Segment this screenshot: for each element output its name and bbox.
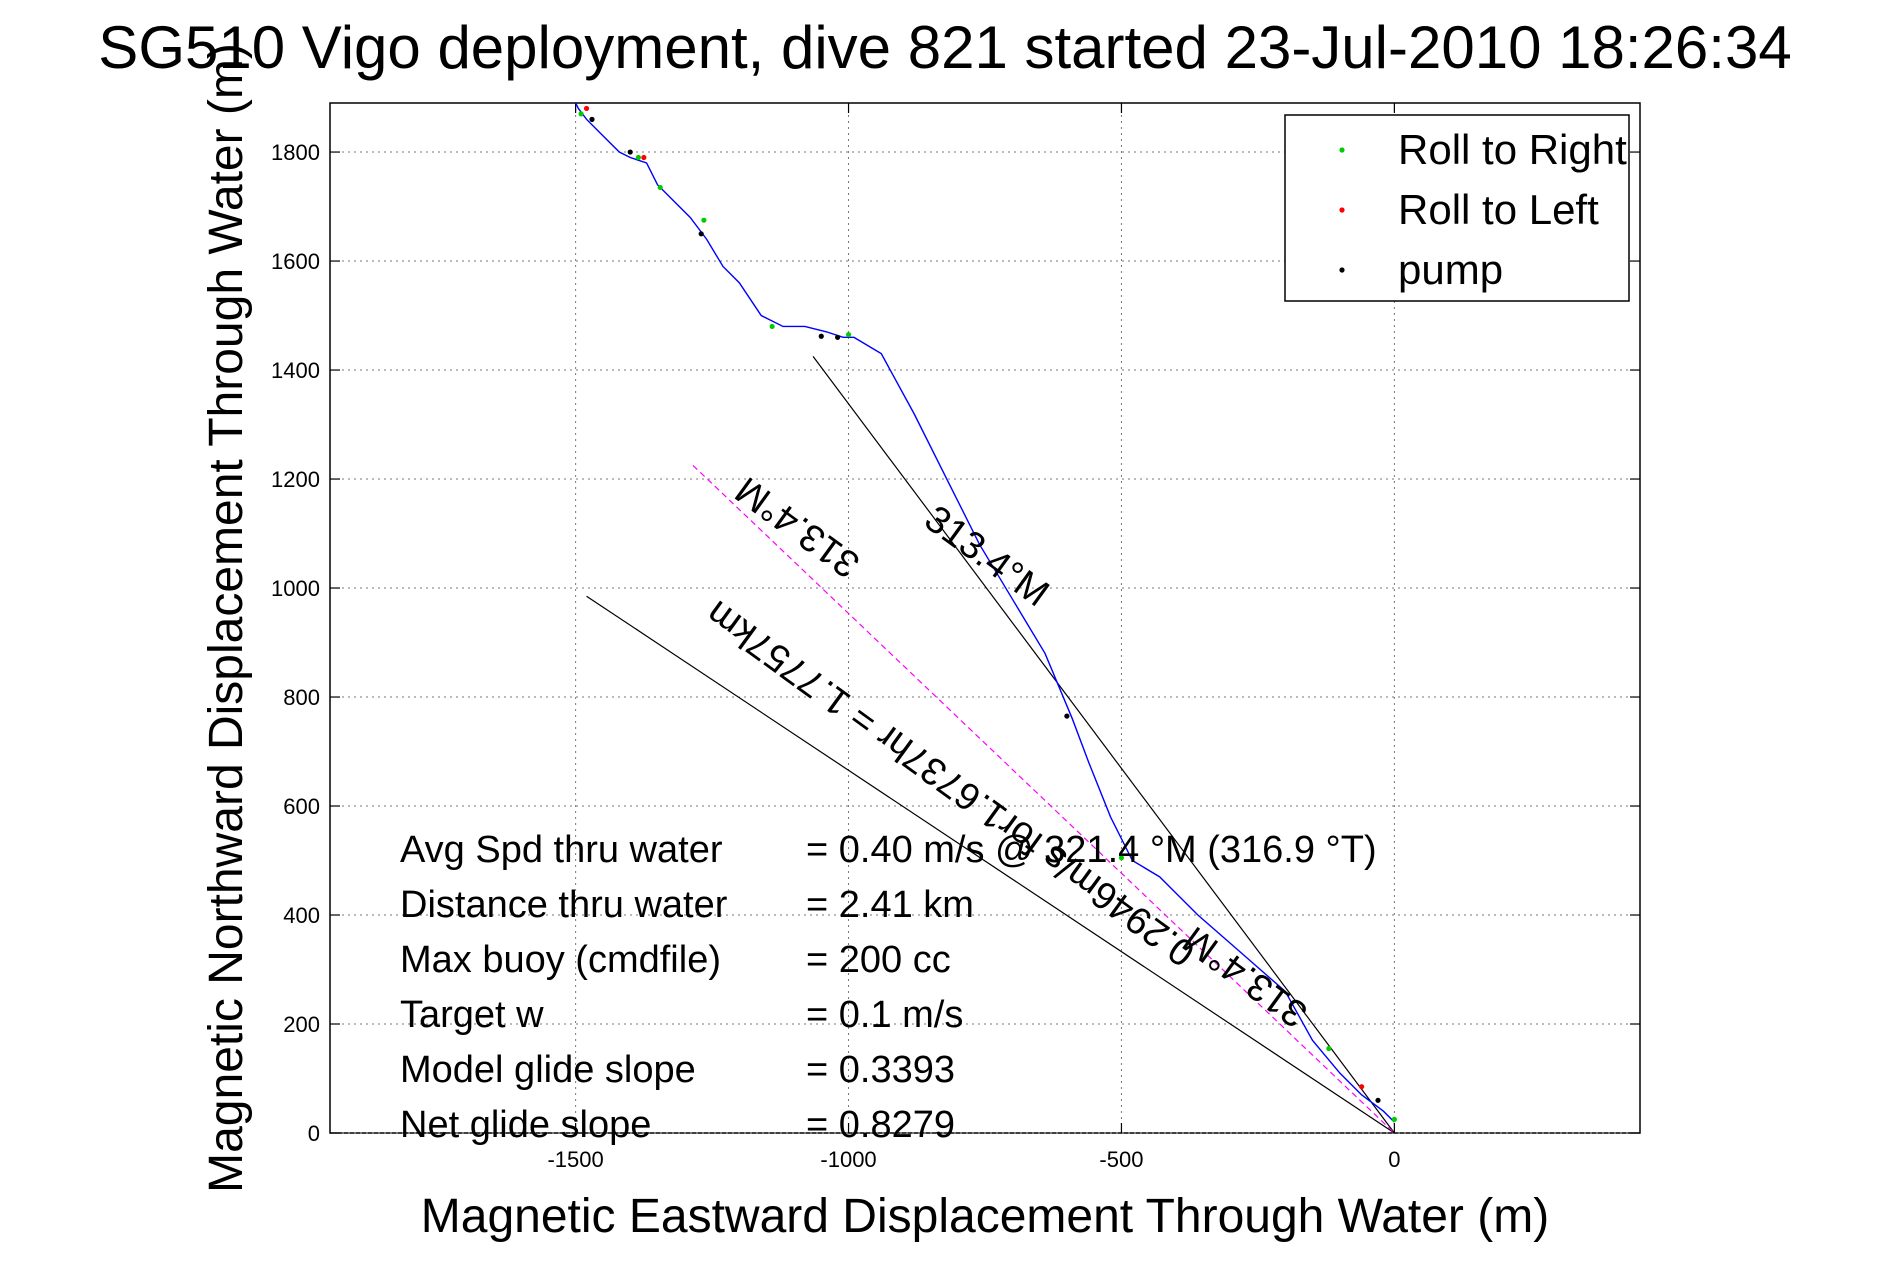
event-points bbox=[578, 105, 1397, 1122]
pump-point bbox=[1064, 713, 1070, 719]
annotation-value: = 200 cc bbox=[806, 939, 951, 981]
y-tick-label: 600 bbox=[283, 794, 320, 819]
roll-right-point bbox=[1391, 1116, 1397, 1122]
legend-marker bbox=[1339, 147, 1345, 153]
x-tick-label: -1000 bbox=[820, 1147, 876, 1172]
annotation-label: Avg Spd thru water bbox=[400, 829, 723, 871]
annotation-label: Target w bbox=[400, 994, 544, 1036]
grid-lines bbox=[330, 103, 1640, 1134]
roll-right-point bbox=[701, 217, 707, 223]
reference-line-ref2 bbox=[586, 595, 1395, 1134]
y-tick-label: 1400 bbox=[271, 358, 320, 383]
annotation-label: Model glide slope bbox=[400, 1049, 696, 1091]
roll-left-point bbox=[641, 154, 647, 161]
pump-point bbox=[698, 231, 704, 237]
annotation-value: = 2.41 km bbox=[806, 884, 974, 926]
legend-marker bbox=[1339, 267, 1345, 273]
y-tick-label: 1800 bbox=[271, 140, 320, 165]
reference-line-mean bbox=[692, 464, 1395, 1134]
legend-label: Roll to Right bbox=[1398, 126, 1627, 173]
annotation-value: = 0.3393 bbox=[806, 1049, 955, 1091]
y-tick-label: 400 bbox=[283, 903, 320, 928]
annotation-label: Net glide slope bbox=[400, 1104, 651, 1146]
roll-right-point bbox=[769, 323, 775, 330]
y-axis-label: Magnetic Northward Displacement Through … bbox=[200, 43, 253, 1193]
x-tick-label: -1500 bbox=[547, 1147, 603, 1172]
y-tick-label: 200 bbox=[283, 1012, 320, 1037]
pump-point bbox=[818, 333, 824, 339]
roll-right-point bbox=[1118, 855, 1125, 861]
y-tick-label: 1200 bbox=[271, 467, 320, 492]
y-tick-label: 1000 bbox=[271, 576, 320, 601]
roll-right-point bbox=[657, 184, 663, 191]
roll-right-point bbox=[635, 154, 641, 161]
roll-right-point bbox=[1326, 1045, 1332, 1052]
annotation-block: Avg Spd thru water = 0.40 m/s @ 321.4 °M … bbox=[400, 829, 1377, 1146]
pump-point bbox=[1375, 1097, 1381, 1103]
chart-title: SG510 Vigo deployment, dive 821 started … bbox=[98, 14, 1791, 81]
annotation-label: Distance thru water bbox=[400, 884, 728, 926]
annotation-value: = 0.8279 bbox=[806, 1104, 955, 1146]
annotation-label: Max buoy (cmdfile) bbox=[400, 939, 721, 981]
x-tick-label: 0 bbox=[1388, 1147, 1400, 1172]
pump-point bbox=[589, 116, 595, 122]
annotation-value: = 0.1 m/s bbox=[806, 994, 963, 1036]
legend-marker bbox=[1339, 207, 1345, 213]
axis-ticks: -1500 -1000 -500 0 0 200 400 600 800 1000 1200 1400… bbox=[271, 103, 1640, 1172]
x-tick-label: -500 bbox=[1099, 1147, 1143, 1172]
pump-point bbox=[835, 334, 841, 340]
roll-left-point bbox=[583, 105, 590, 112]
glider-track-line bbox=[574, 102, 1395, 1123]
legend-label: pump bbox=[1398, 246, 1503, 293]
annotation-value: = 0.40 m/s @ 321.4 °M (316.9 °T) bbox=[806, 829, 1377, 871]
roll-left-point bbox=[1359, 1084, 1365, 1090]
y-tick-label: 800 bbox=[283, 685, 320, 710]
reference-lines bbox=[586, 356, 1395, 1134]
legend: Roll to Right Roll to Left pump bbox=[1284, 114, 1630, 302]
roll-right-point bbox=[845, 332, 852, 338]
y-tick-label: 1600 bbox=[271, 249, 320, 274]
reference-line-ref1 bbox=[812, 356, 1395, 1134]
roll-right-point bbox=[578, 111, 584, 117]
pump-point bbox=[627, 149, 633, 155]
y-tick-label: 0 bbox=[308, 1121, 320, 1146]
legend-label: Roll to Left bbox=[1398, 186, 1599, 233]
x-axis-label: Magnetic Eastward Displacement Through W… bbox=[421, 1190, 1549, 1243]
